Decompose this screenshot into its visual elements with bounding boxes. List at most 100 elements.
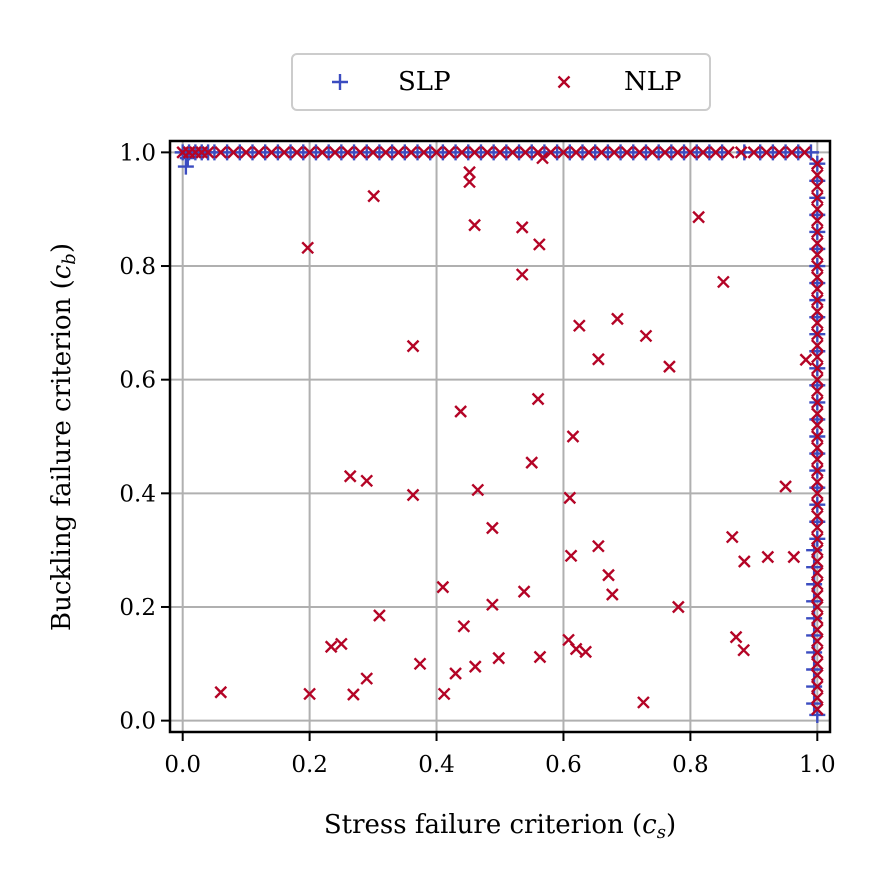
nlp-point xyxy=(455,146,469,159)
slp-point xyxy=(806,678,823,695)
nlp-point xyxy=(810,202,824,216)
nlp-point xyxy=(810,498,824,512)
nlp-point xyxy=(810,282,824,296)
nlp-point xyxy=(239,146,253,159)
nlp-point xyxy=(810,532,824,546)
nlp-point xyxy=(252,146,266,159)
nlp-point xyxy=(569,642,583,656)
nlp-point xyxy=(722,146,735,159)
nlp-point xyxy=(360,672,374,685)
nlp-point xyxy=(810,248,824,262)
legend-nlp-marker xyxy=(557,75,571,89)
nlp-point xyxy=(810,441,824,455)
x-tick-label: 0.6 xyxy=(545,752,582,778)
y-tick-label: 0.2 xyxy=(119,595,156,621)
nlp-point xyxy=(579,645,593,659)
nlp-point xyxy=(810,168,824,182)
nlp-point xyxy=(760,146,773,159)
nlp-point xyxy=(506,146,520,159)
nlp-point xyxy=(517,585,531,598)
nlp-point xyxy=(810,327,824,341)
nlp-point xyxy=(810,623,824,637)
series-nlp xyxy=(176,146,824,716)
nlp-point xyxy=(515,268,529,281)
nlp-point xyxy=(449,667,462,680)
nlp-point xyxy=(725,530,739,544)
nlp-point xyxy=(572,319,586,333)
nlp-point xyxy=(810,373,824,387)
legend-slp-label: SLP xyxy=(398,67,451,97)
legend-nlp-marker-glyph xyxy=(557,75,571,89)
nlp-point xyxy=(734,146,748,159)
nlp-point xyxy=(532,238,546,251)
nlp-point xyxy=(437,687,451,701)
plot-frame xyxy=(168,139,832,734)
nlp-point xyxy=(493,146,507,159)
nlp-point xyxy=(810,521,824,534)
slp-point xyxy=(806,542,823,559)
nlp-point xyxy=(519,146,532,159)
nlp-point xyxy=(810,589,824,602)
nlp-point xyxy=(810,384,824,398)
slp-point xyxy=(806,559,823,576)
nlp-point xyxy=(582,146,596,159)
nlp-point xyxy=(729,630,743,644)
nlp-point xyxy=(620,146,634,159)
nlp-point xyxy=(658,146,672,159)
nlp-point xyxy=(810,407,824,421)
nlp-point xyxy=(747,146,761,159)
nlp-point xyxy=(810,350,824,364)
nlp-point xyxy=(810,236,824,250)
nlp-point xyxy=(810,509,824,523)
nlp-point xyxy=(492,651,506,665)
nlp-point xyxy=(379,146,393,159)
legend-frame xyxy=(291,53,711,111)
nlp-point xyxy=(810,634,824,648)
y-tick-label: 1.0 xyxy=(119,140,156,166)
slp-point xyxy=(806,576,823,593)
nlp-point xyxy=(798,146,811,159)
nlp-point xyxy=(810,214,824,227)
nlp-point xyxy=(684,146,697,159)
nlp-point xyxy=(569,146,583,159)
nlp-point xyxy=(810,157,824,171)
slp-point xyxy=(806,695,823,712)
y-tick-label: 0.0 xyxy=(119,709,156,735)
nlp-point xyxy=(810,646,824,659)
nlp-point xyxy=(810,305,824,318)
slp-point xyxy=(806,661,823,678)
nlp-point xyxy=(341,146,355,159)
nlp-point xyxy=(810,418,824,432)
slp-point xyxy=(177,158,194,175)
nlp-point xyxy=(737,643,751,657)
nlp-point xyxy=(810,430,824,443)
legend: SLP NLP xyxy=(291,53,711,111)
nlp-point xyxy=(471,483,485,497)
nlp-point xyxy=(515,221,529,234)
nlp-point xyxy=(592,539,605,553)
nlp-point xyxy=(737,555,751,568)
nlp-point xyxy=(525,456,539,469)
nlp-point xyxy=(227,146,240,159)
x-axis-ticks: 0.0 0.2 0.4 0.6 0.8 1.0 xyxy=(164,732,836,778)
nlp-point xyxy=(468,218,481,232)
nlp-point xyxy=(290,146,304,159)
nlp-point xyxy=(761,550,775,564)
nlp-point xyxy=(367,189,381,203)
x-tick-label: 0.4 xyxy=(418,752,455,778)
nlp-point xyxy=(692,210,705,224)
nlp-point xyxy=(531,392,545,406)
y-tick-label: 0.8 xyxy=(119,254,156,280)
nlp-point xyxy=(324,640,338,654)
nlp-point xyxy=(810,600,824,614)
nlp-point xyxy=(413,657,427,671)
nlp-point xyxy=(810,486,824,500)
nlp-point xyxy=(566,430,580,443)
x-tick-label: 1.0 xyxy=(799,752,836,778)
nlp-point xyxy=(671,600,685,614)
nlp-point xyxy=(810,259,824,273)
nlp-point xyxy=(563,491,577,505)
nlp-point xyxy=(265,146,278,159)
nlp-point xyxy=(810,611,824,625)
nlp-point xyxy=(772,146,786,159)
